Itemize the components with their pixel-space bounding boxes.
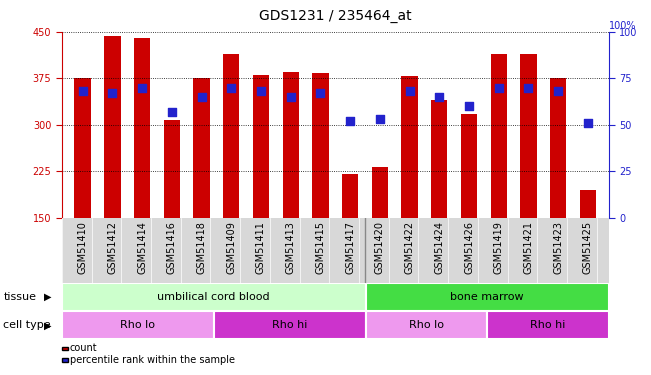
Bar — [193, 78, 210, 218]
Bar — [74, 78, 91, 218]
Point — [434, 94, 445, 100]
Text: Rho lo: Rho lo — [409, 320, 444, 330]
Bar — [223, 54, 240, 217]
Point — [464, 103, 474, 109]
Point — [553, 88, 563, 94]
Bar — [491, 54, 507, 217]
Text: GSM51411: GSM51411 — [256, 221, 266, 274]
Text: Rho lo: Rho lo — [120, 320, 156, 330]
Point — [286, 94, 296, 100]
Text: GSM51416: GSM51416 — [167, 221, 177, 274]
Point — [493, 85, 504, 91]
Text: GSM51417: GSM51417 — [345, 221, 355, 274]
Bar — [366, 311, 487, 339]
Text: GSM51419: GSM51419 — [493, 221, 504, 274]
Bar — [520, 54, 536, 217]
Text: 100%: 100% — [609, 21, 636, 31]
Bar — [402, 76, 418, 218]
Text: GSM51424: GSM51424 — [434, 221, 444, 274]
Text: GSM51413: GSM51413 — [286, 221, 296, 274]
Point — [226, 85, 236, 91]
Text: ▶: ▶ — [44, 320, 52, 330]
Bar — [214, 311, 366, 339]
Bar — [134, 38, 150, 218]
Text: GSM51415: GSM51415 — [315, 221, 326, 274]
Point — [315, 90, 326, 96]
Text: ▶: ▶ — [44, 292, 52, 302]
Text: cell type: cell type — [3, 320, 51, 330]
Bar — [163, 120, 180, 218]
Bar — [253, 75, 269, 217]
Text: umbilical cord blood: umbilical cord blood — [158, 292, 270, 302]
Bar — [342, 174, 358, 217]
Point — [374, 116, 385, 122]
Bar — [372, 167, 388, 218]
Text: GSM51422: GSM51422 — [404, 221, 415, 274]
Point — [345, 118, 355, 124]
Bar — [487, 311, 609, 339]
Bar — [461, 114, 477, 218]
Text: count: count — [70, 344, 97, 354]
Text: Rho hi: Rho hi — [530, 320, 566, 330]
Text: tissue: tissue — [3, 292, 36, 302]
Text: GSM51425: GSM51425 — [583, 221, 593, 274]
Bar — [431, 100, 447, 218]
Text: GSM51426: GSM51426 — [464, 221, 474, 274]
Text: Rho hi: Rho hi — [272, 320, 307, 330]
Bar — [366, 283, 609, 311]
Point — [404, 88, 415, 94]
Text: GSM51418: GSM51418 — [197, 221, 206, 274]
Bar — [62, 283, 366, 311]
Text: bone marrow: bone marrow — [450, 292, 524, 302]
Text: GSM51409: GSM51409 — [227, 221, 236, 274]
Point — [256, 88, 266, 94]
Bar — [104, 36, 120, 218]
Point — [77, 88, 88, 94]
Bar — [550, 78, 566, 218]
Bar — [62, 311, 214, 339]
Text: GSM51420: GSM51420 — [375, 221, 385, 274]
Text: GSM51410: GSM51410 — [77, 221, 88, 274]
Text: GDS1231 / 235464_at: GDS1231 / 235464_at — [259, 9, 411, 23]
Point — [523, 85, 534, 91]
Bar — [283, 72, 299, 217]
Bar — [312, 74, 329, 217]
Text: GSM51423: GSM51423 — [553, 221, 563, 274]
Point — [107, 90, 118, 96]
Bar — [579, 190, 596, 217]
Text: GSM51414: GSM51414 — [137, 221, 147, 274]
Point — [137, 85, 147, 91]
Text: GSM51412: GSM51412 — [107, 221, 117, 274]
Point — [167, 109, 177, 115]
Text: percentile rank within the sample: percentile rank within the sample — [70, 355, 234, 365]
Point — [583, 120, 593, 126]
Text: GSM51421: GSM51421 — [523, 221, 533, 274]
Point — [197, 94, 207, 100]
